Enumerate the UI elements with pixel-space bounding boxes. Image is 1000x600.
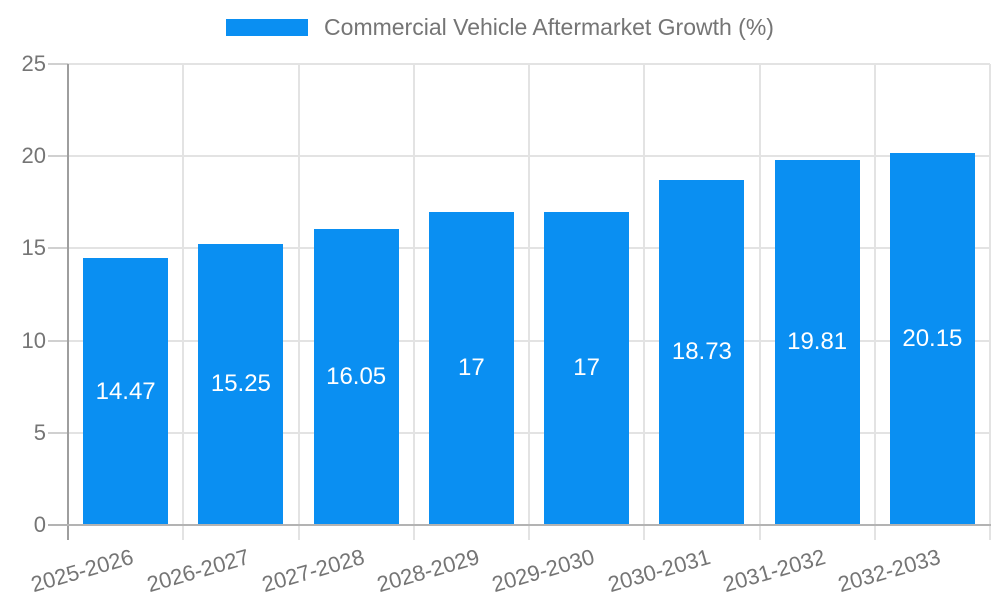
bar-value-label: 16.05 [326, 363, 387, 391]
x-tick-label: 2028-2029 [374, 544, 483, 598]
y-tick-mark [48, 63, 68, 65]
bar-value-label: 20.15 [902, 325, 963, 353]
y-tick-label: 15 [21, 235, 46, 261]
v-gridline [643, 64, 646, 540]
h-gridline [68, 155, 990, 158]
y-tick-label: 25 [21, 51, 46, 76]
bar-value-label: 14.47 [95, 377, 156, 405]
x-tick-label: 2030-2031 [604, 544, 713, 598]
v-gridline [528, 64, 530, 540]
x-tick-label: 2031-2032 [719, 544, 829, 598]
bar[interactable] [428, 211, 514, 525]
v-gridline [297, 64, 300, 540]
bar[interactable] [83, 258, 169, 525]
bar-value-label: 19.81 [787, 328, 848, 356]
bar-value-label: 17 [573, 354, 600, 382]
v-gridline [989, 64, 991, 540]
y-axis-line [67, 64, 69, 540]
x-axis-line [48, 524, 991, 526]
h-gridline [68, 247, 990, 250]
y-tick-mark [48, 339, 68, 342]
bar[interactable] [198, 243, 284, 525]
v-gridline [758, 64, 761, 540]
y-tick-mark [48, 155, 68, 158]
legend-swatch[interactable] [226, 19, 309, 36]
bar[interactable] [659, 179, 745, 525]
v-gridline [412, 64, 415, 540]
x-tick-label: 2027-2028 [258, 544, 368, 598]
h-gridline [68, 339, 990, 342]
y-tick-label: 5 [33, 419, 46, 445]
h-gridline [68, 63, 990, 65]
bar[interactable] [889, 153, 975, 525]
bar-value-label: 18.73 [671, 338, 732, 366]
y-tick-mark [48, 431, 68, 434]
x-tick-label: 2025-2026 [28, 544, 137, 598]
bar-value-label: 15.25 [210, 370, 271, 398]
bar-value-label: 17 [458, 354, 485, 382]
y-tick-mark [48, 247, 68, 250]
v-gridline [182, 64, 185, 540]
bar[interactable] [774, 159, 860, 525]
bar[interactable] [313, 229, 399, 525]
bar[interactable] [544, 211, 630, 525]
x-tick-label: 2026-2027 [143, 544, 252, 598]
y-tick-label: 0 [33, 512, 46, 537]
y-tick-label: 20 [21, 143, 46, 169]
x-tick-label: 2029-2030 [489, 544, 598, 598]
h-gridline [68, 431, 990, 434]
legend-series-label[interactable]: Commercial Vehicle Aftermarket Growth (%… [324, 14, 774, 40]
y-tick-label: 10 [21, 327, 46, 353]
v-gridline [873, 64, 876, 540]
chart-legend: Commercial Vehicle Aftermarket Growth (%… [0, 14, 1000, 41]
x-tick-label: 2032-2033 [835, 544, 944, 598]
